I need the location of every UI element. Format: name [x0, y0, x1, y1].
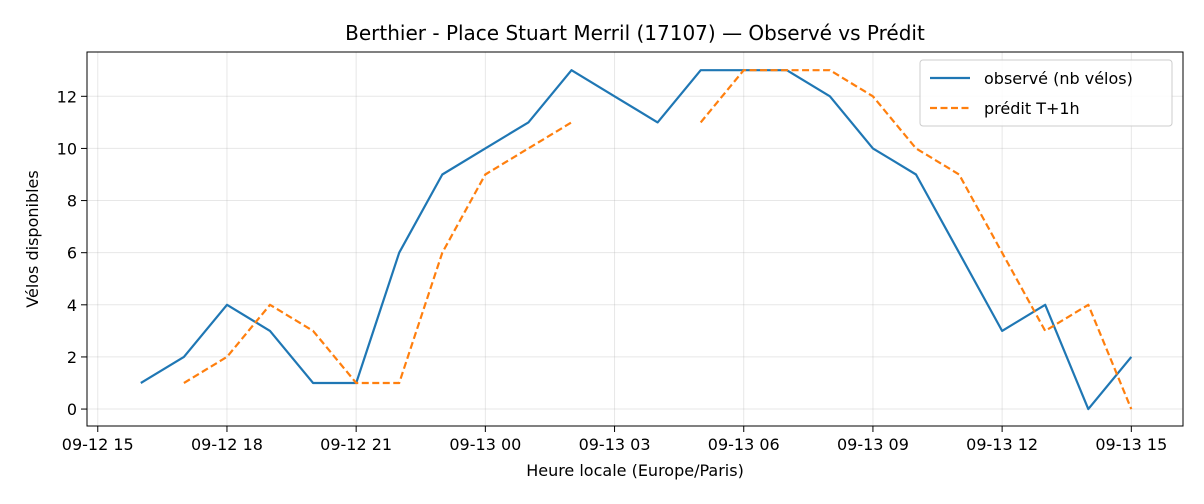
y-tick-label: 12	[57, 87, 77, 106]
x-axis-label: Heure locale (Europe/Paris)	[526, 461, 744, 480]
y-tick-label: 6	[67, 244, 77, 263]
legend-box	[919, 59, 1173, 127]
x-tick-label: 09-13 15	[1095, 435, 1167, 454]
x-tick-label: 09-12 21	[320, 435, 392, 454]
plot-frame	[86, 51, 1184, 427]
y-axis-ticks: 0 2 4 6 8 10 12	[57, 87, 87, 419]
y-tick-label: 2	[67, 348, 77, 367]
series-line-observed	[140, 69, 1133, 411]
legend: observé (nb vélos) prédit T+1h	[919, 59, 1173, 127]
x-tick-label: 09-12 18	[191, 435, 263, 454]
y-tick-label: 10	[57, 139, 77, 158]
x-tick-label: 09-13 12	[966, 435, 1038, 454]
series-line-predicted	[699, 69, 1133, 410]
legend-label-observed: observé (nb vélos)	[984, 69, 1133, 88]
series-line-predicted	[183, 121, 573, 385]
y-tick-label: 4	[67, 296, 77, 315]
x-tick-label: 09-12 15	[62, 435, 134, 454]
y-axis-label: Vélos disponibles	[23, 170, 42, 307]
x-tick-label: 09-13 06	[708, 435, 780, 454]
x-axis-ticks: 09-12 15 09-12 18 09-12 21 09-13 00 09-13 03…	[62, 426, 1167, 454]
legend-label-predicted: prédit T+1h	[984, 99, 1080, 118]
x-tick-label: 09-13 03	[579, 435, 651, 454]
y-tick-label: 8	[67, 192, 77, 211]
x-tick-label: 09-13 09	[837, 435, 909, 454]
x-tick-label: 09-13 00	[449, 435, 521, 454]
y-tick-label: 0	[67, 400, 77, 419]
series-layer	[140, 69, 1133, 411]
chart-title: Berthier - Place Stuart Merril (17107) —…	[345, 21, 925, 45]
